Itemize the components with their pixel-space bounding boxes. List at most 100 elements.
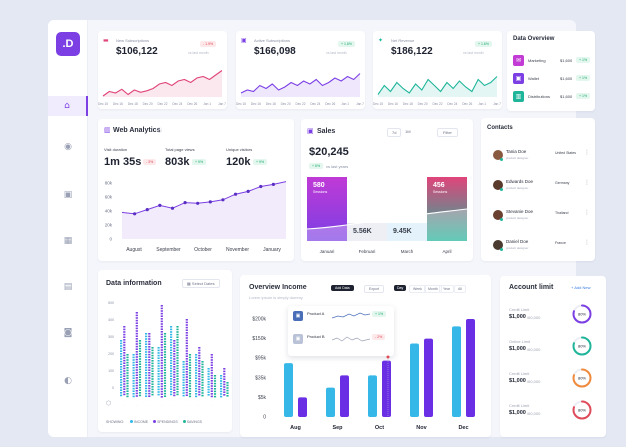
web-point[interactable]	[208, 200, 212, 204]
period-tab[interactable]: All	[454, 285, 466, 293]
info-bar-segment	[176, 385, 179, 388]
web-point[interactable]	[158, 203, 162, 207]
info-bar-segment	[220, 382, 223, 385]
more-icon[interactable]: ⋮	[584, 149, 590, 156]
info-bar-segment	[170, 367, 173, 370]
income-bar[interactable]	[326, 387, 335, 417]
contact-row[interactable]: Stevanie Doe product designer Thailand ⋮	[487, 208, 591, 226]
info-bar-segment	[173, 376, 176, 378]
info-bar-segment	[135, 379, 138, 382]
info-bar-segment	[173, 360, 176, 363]
web-point[interactable]	[145, 208, 149, 212]
info-bar-segment	[170, 362, 173, 364]
contact-role: product designer	[506, 246, 529, 250]
image-icon[interactable]: ▣	[63, 190, 73, 200]
info-bar-segment	[145, 382, 148, 384]
data-overview-title: Data Overview	[513, 36, 555, 42]
sparkline-area	[241, 73, 360, 97]
ring-percent: 80%	[578, 408, 586, 413]
web-point[interactable]	[221, 198, 225, 202]
period-tab[interactable]: Month	[424, 285, 442, 293]
stat-title: Net Revenue	[391, 38, 415, 43]
period-tab[interactable]: Day	[394, 285, 407, 291]
sales-bar[interactable]	[307, 177, 347, 241]
info-bar-segment	[198, 365, 201, 367]
data-info-title: Data information	[106, 280, 162, 287]
info-bar-segment	[138, 340, 142, 342]
info-bar-segment	[176, 393, 179, 396]
stat-sparkline: Dec 15 Dec 16 Dec 18 Dec 20 Dec 22 Dec 24 Dec …	[373, 76, 501, 106]
web-point[interactable]	[271, 182, 275, 186]
info-icon[interactable]: ⓘ	[157, 128, 163, 134]
income-bar[interactable]	[452, 326, 461, 417]
export-button[interactable]: Export	[364, 285, 385, 293]
add-new-link[interactable]: + Add New	[571, 285, 591, 290]
income-bar[interactable]	[382, 360, 391, 417]
play-icon[interactable]: ◉	[64, 142, 72, 152]
info-bar-segment	[160, 310, 163, 312]
info-bar-segment	[160, 333, 163, 336]
more-icon[interactable]: ⋮	[584, 209, 590, 216]
info-bar-segment	[176, 354, 179, 357]
more-icon[interactable]: ⋮	[584, 239, 590, 246]
wallet-icon: ▣	[241, 37, 247, 44]
web-point[interactable]	[196, 201, 200, 205]
account-limit-row[interactable]: Credit Limit $1,000/60,000 80%	[509, 367, 601, 391]
income-bar[interactable]	[368, 375, 377, 417]
more-icon[interactable]: ⋮	[584, 179, 590, 186]
web-point[interactable]	[183, 201, 187, 205]
sales-bar[interactable]	[387, 223, 427, 241]
sales-bar[interactable]	[427, 177, 467, 241]
grid-icon[interactable]: ▦	[63, 236, 73, 246]
period-tab[interactable]: Year	[439, 285, 455, 293]
web-point[interactable]	[233, 192, 238, 196]
contrast-icon[interactable]: ◐	[64, 376, 72, 386]
overview-item[interactable]: ✉ Marketing $1,600 + 1%	[513, 55, 593, 67]
income-bar[interactable]	[284, 363, 293, 417]
income-bar[interactable]	[466, 319, 475, 417]
legend-dot	[130, 420, 134, 423]
web-point[interactable]	[170, 206, 175, 210]
income-bar[interactable]	[410, 343, 419, 418]
overview-item[interactable]: ▣ Wallet $1,600 + 1%	[513, 73, 593, 85]
online-dot	[500, 158, 503, 161]
income-bar[interactable]	[424, 338, 433, 417]
sales-tab-7d[interactable]: 7d	[387, 128, 402, 137]
info-bar-segment	[151, 349, 154, 352]
info-bar-segment	[201, 387, 204, 389]
select-dates-button[interactable]: ▦ Select Dates	[182, 279, 220, 288]
contact-row[interactable]: Tania Doe product designer United States ⋮	[487, 148, 591, 166]
income-bar[interactable]	[298, 397, 307, 417]
account-limit-row[interactable]: Online Limit $1,000/60,000 80%	[509, 335, 601, 359]
web-point[interactable]	[246, 189, 250, 193]
megaphone-icon: ✉	[513, 55, 524, 66]
period-tab[interactable]: Week	[409, 285, 426, 293]
income-bar[interactable]	[340, 375, 349, 417]
info-bar-segment	[185, 384, 188, 386]
sales-filter[interactable]: Filter	[437, 128, 458, 137]
info-bar-segment	[123, 336, 126, 338]
add-data-button[interactable]: Add Data	[331, 285, 354, 291]
info-bar-segment	[148, 390, 151, 392]
sales-tab-1m[interactable]: 1M	[405, 129, 411, 134]
sales-bar[interactable]	[347, 223, 387, 241]
web-point[interactable]	[259, 184, 263, 189]
user-icon[interactable]: ◙	[63, 328, 73, 338]
app-logo[interactable]: .D	[56, 32, 80, 56]
info-bar-segment	[210, 387, 213, 390]
store-icon[interactable]: ▤	[63, 282, 73, 292]
info-bar-segment	[135, 374, 138, 376]
web-point[interactable]	[133, 212, 137, 216]
contact-row[interactable]: Daniel Doe product designer France ⋮	[487, 238, 591, 256]
info-bar-segment	[182, 381, 185, 384]
info-bar-segment	[160, 307, 163, 310]
info-bar-segment	[123, 331, 126, 333]
overview-item[interactable]: ▥ Distributions $1,600 + 1%	[513, 91, 593, 103]
contact-row[interactable]: Edwards Doe product designer Germany ⋮	[487, 178, 591, 196]
sparkline-tick: Jan 1	[341, 102, 349, 106]
account-limit-row[interactable]: Credit Limit $1,000/60,000 80%	[509, 303, 601, 327]
sales-trend-line	[306, 208, 468, 230]
account-limit-row[interactable]: Credit Limit $1,000/60,000 80%	[509, 399, 601, 423]
home-icon[interactable]: ⌂	[48, 96, 88, 116]
info-bar-segment	[160, 385, 163, 388]
